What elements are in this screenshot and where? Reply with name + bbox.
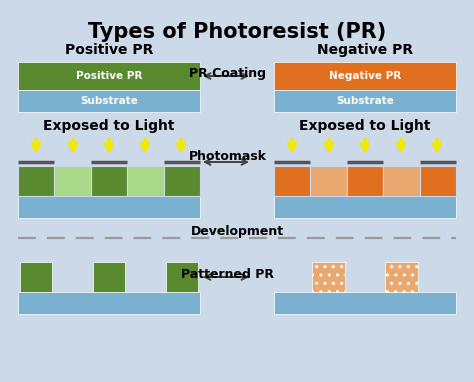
Bar: [18, 292, 200, 314]
Bar: [274, 90, 456, 112]
Bar: [18, 166, 55, 196]
Bar: [310, 166, 347, 196]
Bar: [18, 196, 200, 218]
Bar: [312, 262, 345, 292]
Text: Positive PR: Positive PR: [65, 43, 153, 57]
Bar: [419, 166, 456, 196]
Text: Patterned PR: Patterned PR: [182, 269, 274, 282]
Bar: [274, 166, 310, 196]
Bar: [20, 262, 53, 292]
Text: Photomask: Photomask: [189, 149, 267, 162]
Text: Negative PR: Negative PR: [329, 71, 401, 81]
Bar: [93, 262, 125, 292]
Text: Exposed to Light: Exposed to Light: [43, 119, 175, 133]
Bar: [91, 166, 127, 196]
Text: Substrate: Substrate: [336, 96, 394, 106]
Text: Exposed to Light: Exposed to Light: [299, 119, 431, 133]
Bar: [347, 166, 383, 196]
Bar: [18, 62, 200, 90]
Text: Positive PR: Positive PR: [76, 71, 142, 81]
Bar: [18, 90, 200, 112]
Bar: [127, 166, 164, 196]
Text: Substrate: Substrate: [80, 96, 138, 106]
Bar: [165, 262, 198, 292]
Bar: [274, 196, 456, 218]
Bar: [274, 292, 456, 314]
Text: Negative PR: Negative PR: [317, 43, 413, 57]
Bar: [274, 62, 456, 90]
Bar: [385, 262, 418, 292]
Text: PR Coating: PR Coating: [190, 68, 266, 81]
Bar: [164, 166, 200, 196]
Text: Types of Photoresist (PR): Types of Photoresist (PR): [88, 22, 386, 42]
Text: Development: Development: [191, 225, 283, 238]
Bar: [383, 166, 419, 196]
Bar: [55, 166, 91, 196]
